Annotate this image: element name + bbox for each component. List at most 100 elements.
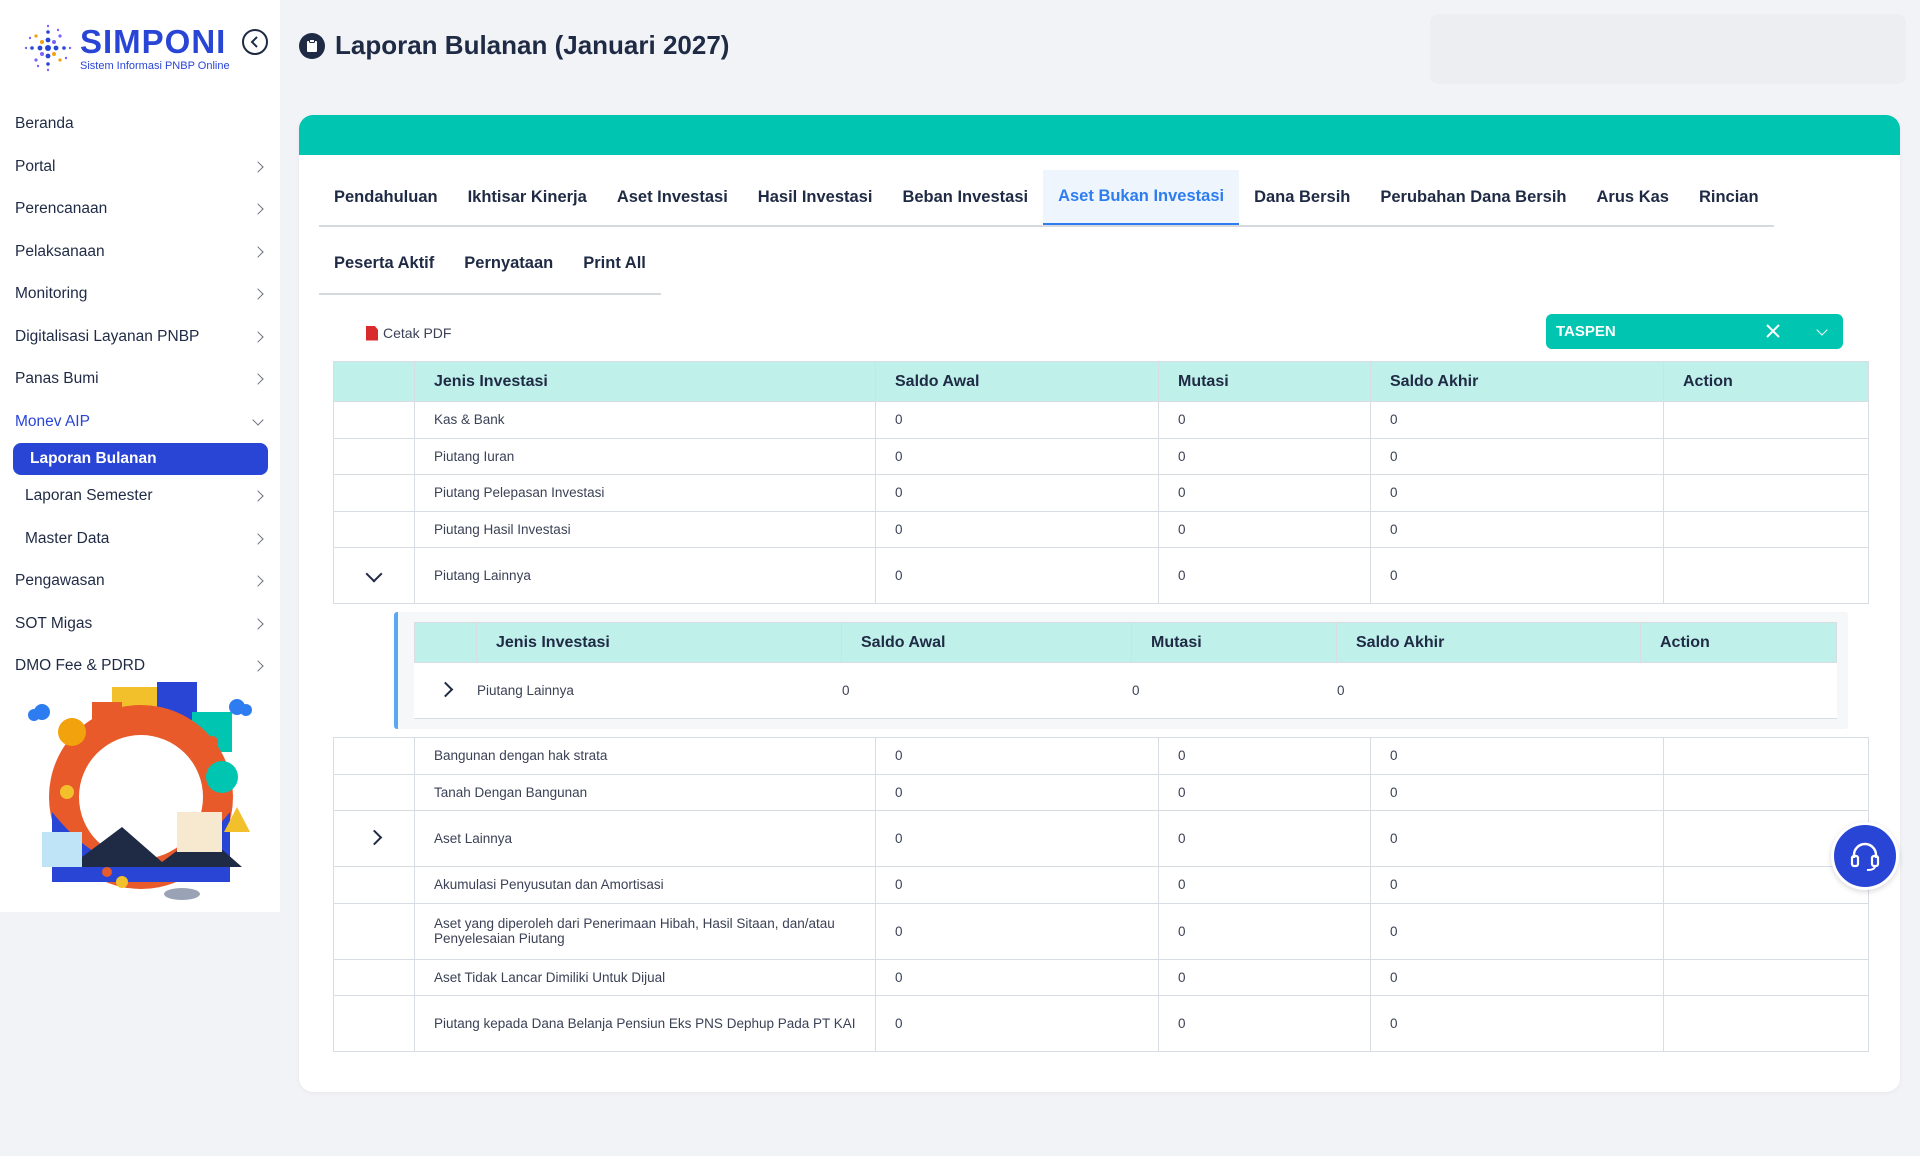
sidebar-item-label: Pengawasan <box>15 572 105 590</box>
tab-perubahan-dana-bersih[interactable]: Perubahan Dana Bersih <box>1380 188 1567 206</box>
col-action: Action <box>1663 361 1869 402</box>
sidebar-item-sot-migas[interactable]: SOT Migas <box>0 603 280 646</box>
chevron-down-icon[interactable] <box>1816 324 1828 336</box>
tab-aset-bukan-investasi[interactable]: Aset Bukan Investasi <box>1043 170 1240 225</box>
chevron-right-icon <box>252 575 264 587</box>
chevron-right-icon <box>252 161 264 173</box>
cell-jenis: Bangunan dengan hak strata <box>414 737 876 775</box>
row-expand-toggle[interactable] <box>333 810 415 867</box>
tab-ikhtisar-kinerja[interactable]: Ikhtisar Kinerja <box>467 188 587 206</box>
row-expand-cell <box>333 737 415 775</box>
sidebar-item-digitalisasi[interactable]: Digitalisasi Layanan PNBP <box>0 316 280 359</box>
sidebar-item-label: Laporan Bulanan <box>30 450 157 467</box>
sidebar-item-perencanaan[interactable]: Perencanaan <box>0 188 280 231</box>
col-saldo-awal: Saldo Awal <box>875 361 1159 402</box>
sidebar-item-label: Monev AIP <box>15 412 90 430</box>
chevron-down-icon <box>252 414 264 426</box>
clear-icon[interactable] <box>1764 322 1782 340</box>
cell-saldo-akhir: 0 <box>1370 958 1664 996</box>
entity-select[interactable]: TASPEN <box>1546 314 1843 349</box>
cell-saldo-awal: 0 <box>841 662 1132 719</box>
table-row: Piutang Iuran 0 0 0 <box>333 437 1869 475</box>
brand-title: SIMPONI <box>80 22 227 60</box>
row-expand-cell <box>333 902 415 960</box>
nested-panel: Jenis Investasi Saldo Awal Mutasi Saldo … <box>394 612 1848 729</box>
tab-hasil-investasi[interactable]: Hasil Investasi <box>757 188 873 206</box>
chevron-down-icon <box>365 565 383 583</box>
nested-row-container: Jenis Investasi Saldo Awal Mutasi Saldo … <box>333 603 1869 738</box>
chevron-right-icon <box>252 246 264 258</box>
sidebar-item-master-data[interactable]: Master Data <box>0 518 280 561</box>
tab-pendahuluan[interactable]: Pendahuluan <box>334 188 438 206</box>
cell-saldo-akhir: 0 <box>1370 866 1664 904</box>
chevron-right-icon <box>252 373 264 385</box>
illustration-image <box>28 682 252 900</box>
support-button[interactable] <box>1831 822 1899 890</box>
card-header-bar <box>299 115 1900 155</box>
cell-mutasi: 0 <box>1158 958 1371 996</box>
sidebar-item-monev-aip[interactable]: Monev AIP <box>0 401 280 444</box>
tab-pernyataan[interactable]: Pernyataan <box>464 253 554 272</box>
chevron-right-icon <box>252 331 264 343</box>
cell-action <box>1663 737 1869 775</box>
tab-rincian[interactable]: Rincian <box>1698 188 1759 206</box>
sidebar-item-beranda[interactable]: Beranda <box>0 103 280 146</box>
cell-mutasi: 0 <box>1158 401 1371 439</box>
tab-peserta-aktif[interactable]: Peserta Aktif <box>334 253 435 272</box>
chevron-right-icon <box>252 533 264 545</box>
table-row: Tanah Dengan Bangunan 0 0 0 <box>333 773 1869 811</box>
logo[interactable]: SIMPONI Sistem Informasi PNBP Online <box>18 18 230 78</box>
col-mutasi: Mutasi <box>1131 622 1337 663</box>
tabs-row-secondary: Peserta Aktif Pernyataan Print All <box>319 233 661 295</box>
cell-mutasi: 0 <box>1158 902 1371 960</box>
sidebar-collapse-button[interactable] <box>242 29 268 55</box>
cell-jenis: Piutang Iuran <box>414 437 876 475</box>
cell-mutasi: 0 <box>1158 474 1371 512</box>
cell-mutasi: 0 <box>1158 437 1371 475</box>
sidebar-item-label: Perencanaan <box>15 200 108 218</box>
sidebar-item-label: Monitoring <box>15 285 88 303</box>
table-row: Piutang kepada Dana Belanja Pensiun Eks … <box>333 995 1869 1052</box>
row-expand-cell <box>333 773 415 811</box>
cell-jenis: Piutang Lainnya <box>414 547 876 604</box>
col-mutasi: Mutasi <box>1158 361 1371 402</box>
tab-dana-bersih[interactable]: Dana Bersih <box>1254 188 1351 206</box>
cell-action <box>1663 401 1869 439</box>
table-row: Piutang Hasil Investasi 0 0 0 <box>333 510 1869 548</box>
tab-print-all[interactable]: Print All <box>583 253 646 272</box>
cell-action <box>1663 547 1869 604</box>
cell-jenis: Piutang kepada Dana Belanja Pensiun Eks … <box>414 995 876 1052</box>
nested-table: Jenis Investasi Saldo Awal Mutasi Saldo … <box>414 622 1837 719</box>
simponi-logo-icon <box>24 24 72 72</box>
cell-saldo-awal: 0 <box>875 773 1159 811</box>
sidebar-item-panas-bumi[interactable]: Panas Bumi <box>0 358 280 401</box>
row-collapse-toggle[interactable] <box>333 547 415 604</box>
row-expand-toggle[interactable] <box>414 662 477 719</box>
sidebar-item-laporan-semester[interactable]: Laporan Semester <box>0 475 280 518</box>
col-saldo-awal: Saldo Awal <box>841 622 1132 663</box>
col-jenis-investasi: Jenis Investasi <box>414 361 876 402</box>
sidebar-item-pengawasan[interactable]: Pengawasan <box>0 560 280 603</box>
col-expand <box>414 622 477 663</box>
cell-jenis: Kas & Bank <box>414 401 876 439</box>
cell-jenis: Piutang Lainnya <box>476 662 842 719</box>
cell-saldo-akhir: 0 <box>1370 773 1664 811</box>
user-menu-area[interactable] <box>1430 14 1906 84</box>
tab-aset-investasi[interactable]: Aset Investasi <box>616 188 728 206</box>
entity-select-value: TASPEN <box>1556 323 1616 340</box>
tab-beban-investasi[interactable]: Beban Investasi <box>902 188 1029 206</box>
chevron-right-icon <box>366 829 382 846</box>
sidebar-item-monitoring[interactable]: Monitoring <box>0 273 280 316</box>
sidebar-item-label: Digitalisasi Layanan PNBP <box>15 327 200 345</box>
clipboard-icon <box>299 32 325 59</box>
sidebar-item-pelaksanaan[interactable]: Pelaksanaan <box>0 231 280 274</box>
sidebar-item-laporan-bulanan[interactable]: Laporan Bulanan <box>13 443 268 475</box>
cell-saldo-akhir: 0 <box>1370 902 1664 960</box>
sidebar-item-portal[interactable]: Portal <box>0 146 280 189</box>
cell-jenis: Piutang Pelepasan Investasi <box>414 474 876 512</box>
sidebar-item-dmo-fee[interactable]: DMO Fee & PDRD <box>0 645 280 688</box>
cetak-pdf-button[interactable]: Cetak PDF <box>366 325 451 341</box>
tab-arus-kas[interactable]: Arus Kas <box>1596 188 1669 206</box>
chevron-right-icon <box>252 288 264 300</box>
cell-saldo-akhir: 0 <box>1370 995 1664 1052</box>
